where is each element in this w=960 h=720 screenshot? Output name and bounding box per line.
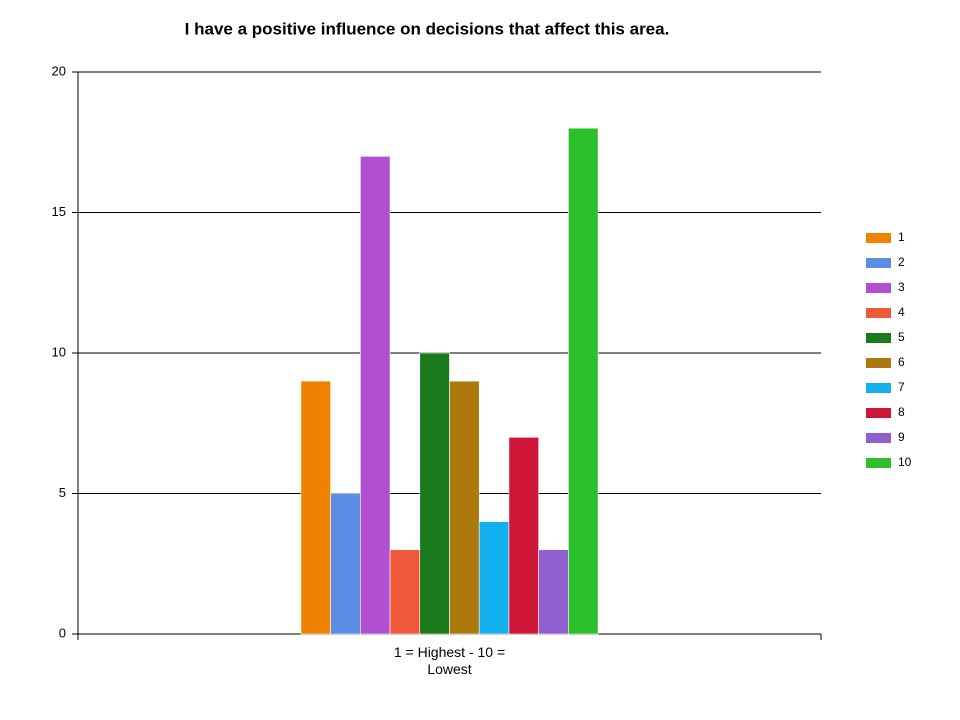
y-tick-label: 0 bbox=[59, 625, 66, 640]
bar bbox=[300, 380, 331, 635]
legend-label: 5 bbox=[898, 330, 905, 344]
legend-swatch bbox=[866, 308, 891, 318]
legend-swatch bbox=[866, 458, 891, 468]
legend-label: 4 bbox=[898, 305, 905, 319]
y-tick-label: 20 bbox=[52, 63, 66, 78]
legend-label: 2 bbox=[898, 255, 905, 269]
legend-label: 3 bbox=[898, 280, 905, 294]
legend-swatch bbox=[866, 408, 891, 418]
y-tick-label: 15 bbox=[52, 204, 66, 219]
legend-label: 1 bbox=[898, 230, 905, 244]
bar bbox=[330, 493, 361, 635]
bar bbox=[419, 352, 450, 635]
bar bbox=[449, 380, 480, 635]
bar bbox=[478, 521, 510, 635]
chart-title: I have a positive influence on decisions… bbox=[185, 19, 670, 38]
legend-label: 6 bbox=[898, 355, 905, 369]
legend-swatch bbox=[866, 333, 891, 343]
x-tick-label: 1 = Highest - 10 = Lowest bbox=[393, 644, 506, 677]
legend-label: 8 bbox=[898, 405, 905, 419]
legend-swatch bbox=[866, 358, 891, 368]
y-tick-label: 5 bbox=[59, 485, 66, 500]
legend-swatch bbox=[866, 383, 891, 393]
y-tick-label: 10 bbox=[52, 344, 66, 359]
bar bbox=[508, 436, 539, 635]
bar bbox=[538, 549, 569, 635]
bar bbox=[389, 549, 421, 635]
bar bbox=[360, 156, 391, 635]
legend-label: 9 bbox=[898, 430, 905, 444]
legend-label: 7 bbox=[898, 380, 905, 394]
legend-swatch bbox=[866, 258, 891, 268]
legend-swatch bbox=[866, 233, 891, 243]
legend-swatch bbox=[866, 283, 891, 293]
legend-swatch bbox=[866, 433, 891, 443]
bar bbox=[568, 127, 599, 635]
legend-label: 10 bbox=[898, 455, 912, 469]
